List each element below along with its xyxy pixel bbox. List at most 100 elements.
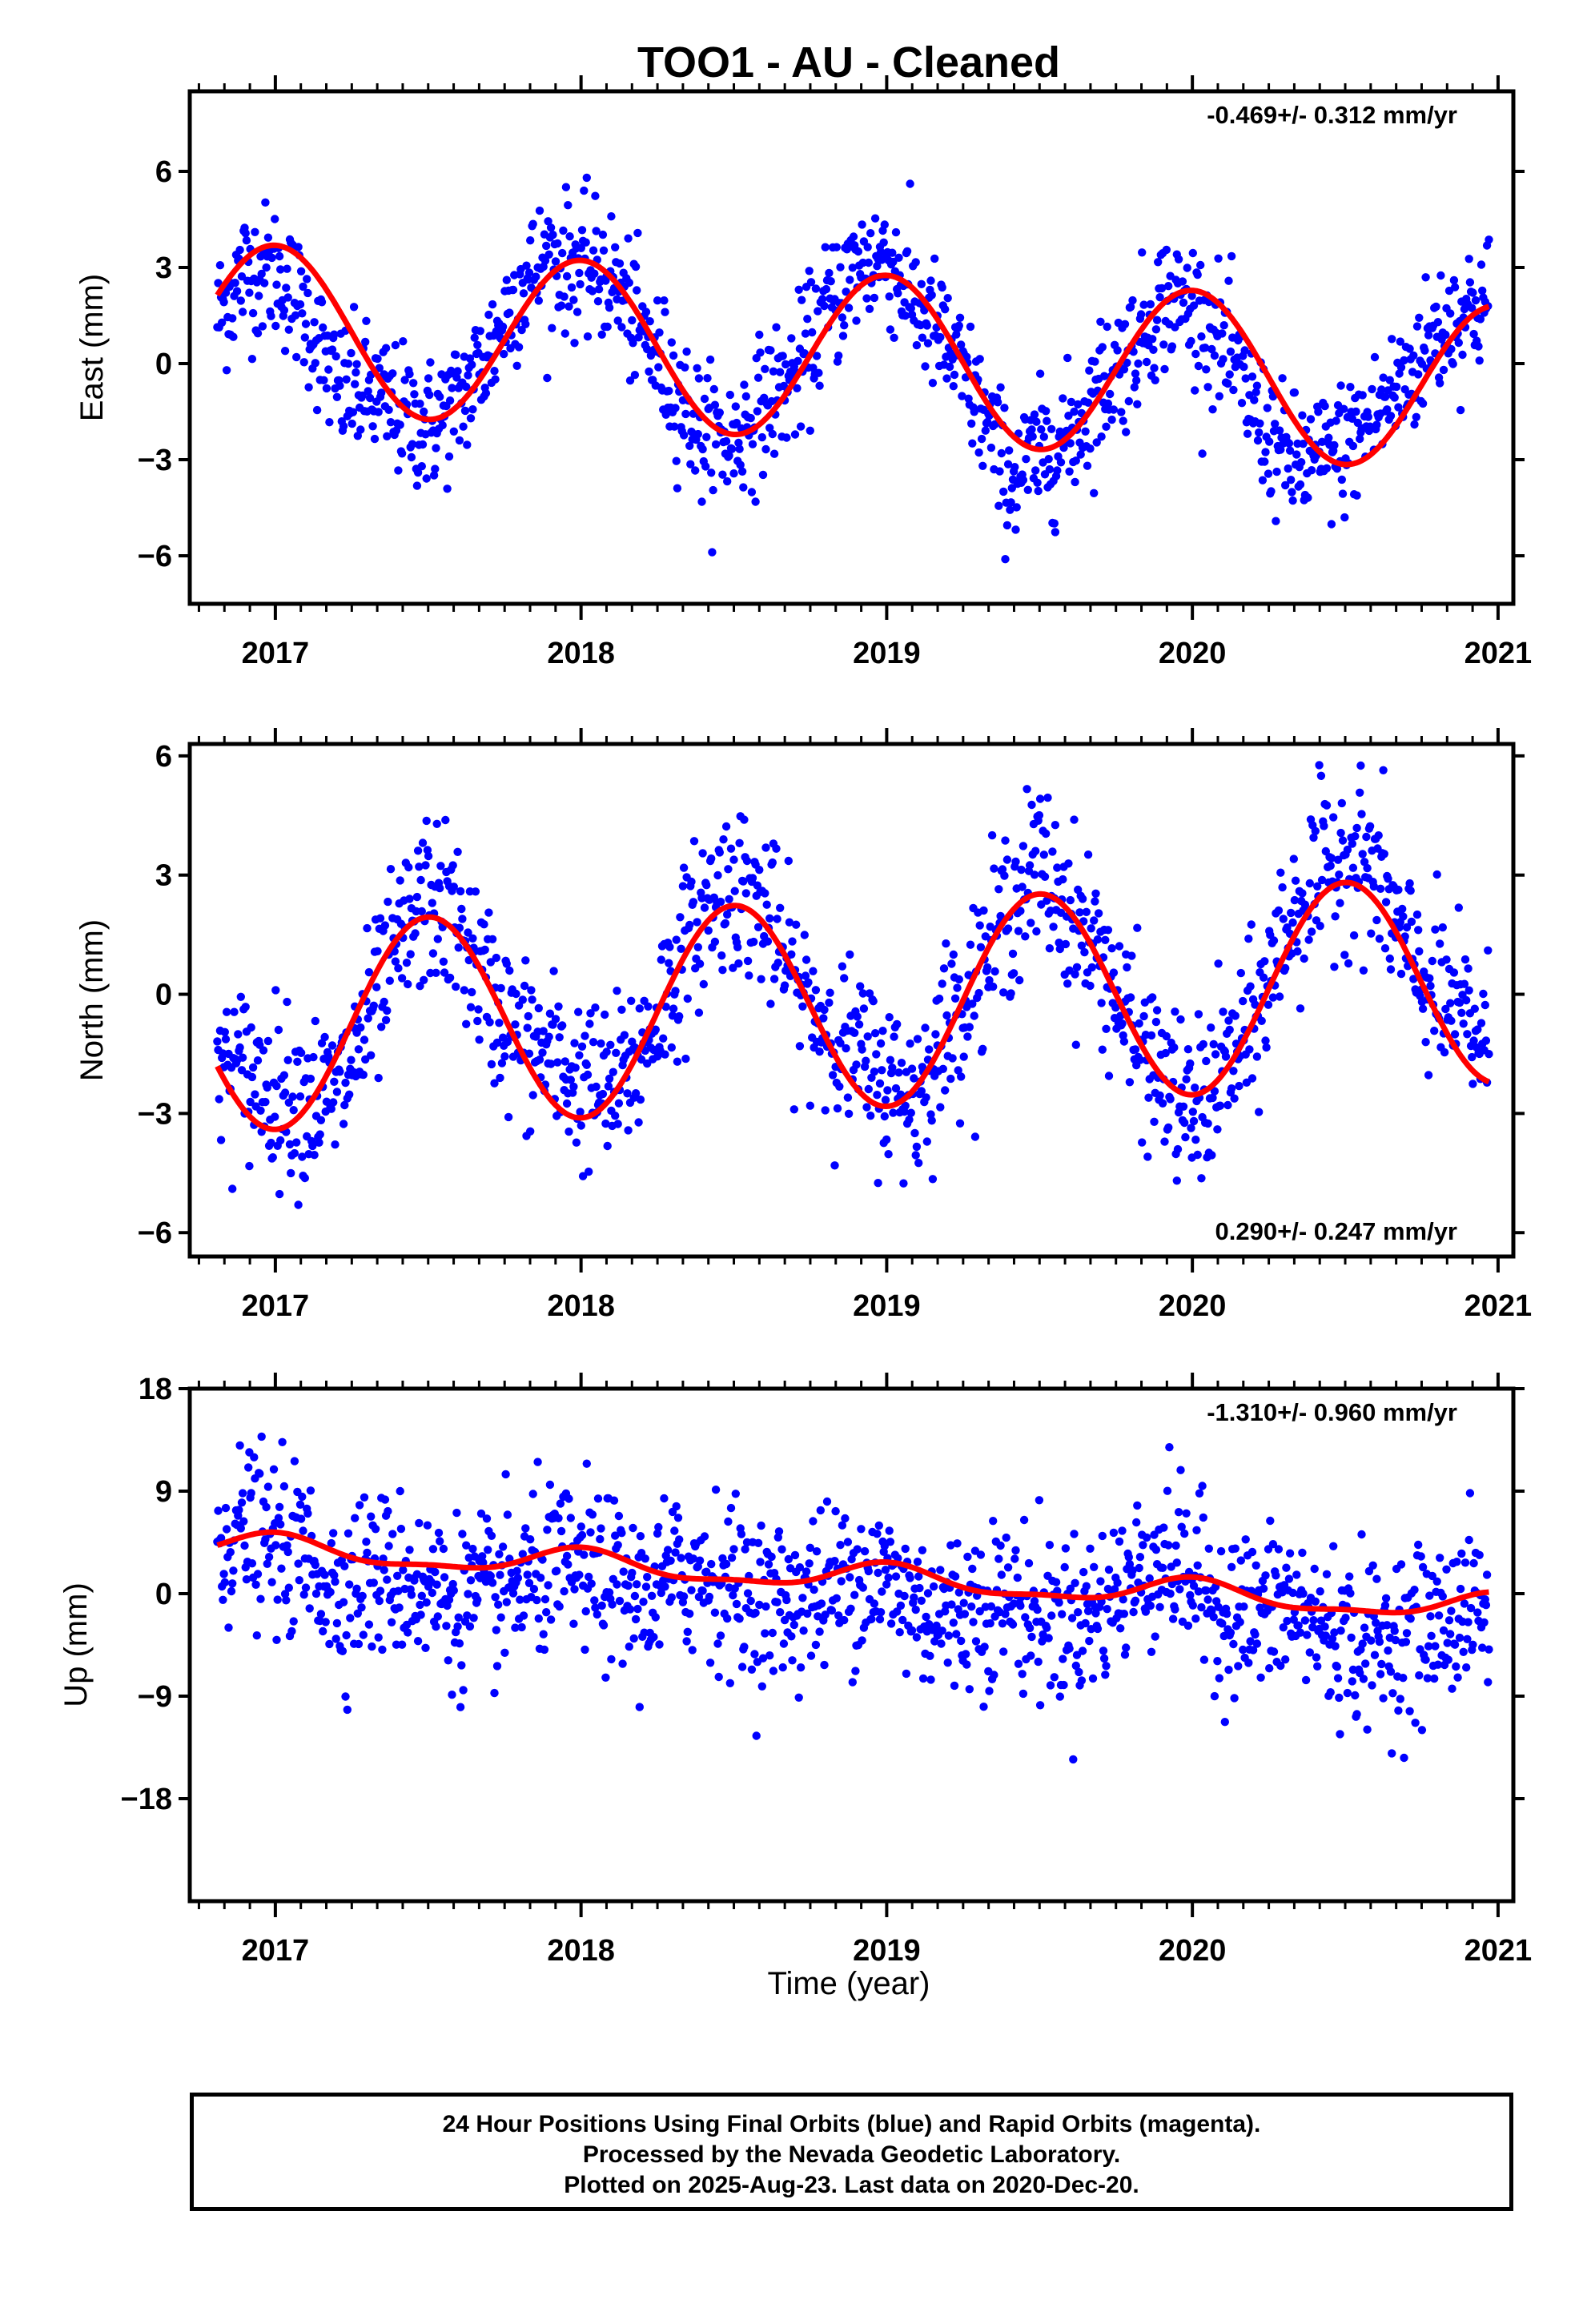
- data-point: [577, 1522, 585, 1531]
- data-point: [683, 994, 692, 1003]
- data-point: [474, 1005, 483, 1014]
- data-point: [399, 1566, 408, 1574]
- data-point: [329, 1529, 338, 1538]
- data-point: [416, 875, 425, 885]
- data-point: [1099, 1647, 1108, 1655]
- data-point: [564, 201, 573, 210]
- data-point: [1281, 963, 1290, 973]
- data-point: [1287, 476, 1296, 485]
- data-point: [375, 364, 384, 372]
- data-point: [433, 1612, 442, 1621]
- data-point: [1087, 963, 1097, 972]
- data-point: [872, 1050, 881, 1059]
- data-point: [911, 1151, 920, 1160]
- data-point: [1432, 1577, 1441, 1586]
- data-point: [922, 1137, 932, 1146]
- data-point: [1083, 398, 1093, 407]
- data-point: [463, 440, 472, 449]
- data-point: [846, 1573, 854, 1582]
- data-point: [1256, 1673, 1265, 1682]
- data-point: [929, 1582, 938, 1591]
- data-point: [275, 1189, 284, 1199]
- data-point: [529, 1585, 539, 1594]
- data-point: [1320, 401, 1329, 411]
- data-point: [886, 1538, 895, 1546]
- data-point: [849, 232, 858, 241]
- data-point: [544, 1581, 552, 1590]
- data-point: [1197, 1602, 1206, 1612]
- data-point: [241, 1003, 250, 1011]
- data-point: [608, 1600, 617, 1609]
- data-point: [1154, 258, 1163, 267]
- data-point: [423, 1521, 432, 1530]
- data-point: [833, 1104, 842, 1113]
- data-point: [1333, 1674, 1343, 1683]
- data-point: [986, 1618, 994, 1628]
- data-point: [1244, 1659, 1253, 1667]
- data-point: [1306, 415, 1316, 424]
- data-point: [268, 1153, 277, 1162]
- data-point: [386, 418, 396, 427]
- data-point: [440, 968, 449, 977]
- data-point: [1134, 359, 1143, 368]
- data-point: [564, 302, 573, 311]
- data-point: [702, 432, 711, 441]
- data-point: [289, 1617, 298, 1626]
- data-point: [1087, 924, 1095, 933]
- data-point: [459, 1686, 468, 1695]
- data-point: [702, 1567, 711, 1576]
- data-point: [466, 1003, 476, 1011]
- data-point: [560, 292, 569, 301]
- data-point: [237, 1498, 247, 1507]
- data-point: [369, 1578, 378, 1587]
- data-point: [838, 1521, 847, 1530]
- data-point: [1197, 1174, 1206, 1183]
- data-point: [539, 1630, 548, 1638]
- data-point: [954, 321, 964, 330]
- data-point: [454, 943, 463, 952]
- data-point: [1150, 1117, 1159, 1127]
- data-point: [809, 967, 818, 975]
- data-point: [946, 1074, 955, 1084]
- data-point: [697, 497, 706, 506]
- data-point: [397, 974, 407, 983]
- data-point: [251, 1090, 259, 1099]
- data-point: [581, 238, 590, 247]
- data-point: [787, 950, 796, 959]
- data-point: [1380, 944, 1390, 953]
- data-point: [364, 1620, 374, 1629]
- north-panel: 630−3−6 2017 2018 2019 2020 2021 0.290+/- 0.…: [74, 728, 1532, 1323]
- data-point: [960, 1610, 970, 1618]
- data-point: [236, 992, 245, 1002]
- data-point: [327, 1041, 337, 1050]
- data-point: [356, 425, 365, 434]
- data-point: [1186, 1590, 1195, 1600]
- data-point: [251, 227, 259, 236]
- data-point: [883, 1086, 892, 1095]
- data-point: [1396, 337, 1405, 346]
- data-point: [1265, 1664, 1274, 1673]
- data-point: [1370, 1651, 1380, 1659]
- data-point: [757, 975, 765, 983]
- data-point: [612, 1048, 621, 1058]
- data-point: [773, 959, 782, 967]
- data-point: [1293, 947, 1302, 956]
- data-point: [617, 323, 626, 332]
- data-point: [977, 434, 986, 444]
- data-point: [1195, 1489, 1204, 1498]
- data-point: [1055, 939, 1063, 947]
- data-point: [500, 1052, 509, 1061]
- data-point: [301, 1583, 311, 1592]
- data-point: [657, 1588, 665, 1598]
- data-point: [1276, 445, 1285, 454]
- data-point: [1346, 1589, 1355, 1598]
- data-point: [1016, 907, 1025, 915]
- data-point: [227, 1586, 236, 1596]
- data-point: [766, 999, 775, 1008]
- east-panel: 630−3−6 2017 2018 2019 2020 2021 -0.469+/- 0…: [74, 75, 1532, 670]
- data-point: [750, 1650, 759, 1659]
- data-point: [388, 369, 397, 378]
- data-point: [946, 1541, 955, 1550]
- data-point: [539, 1027, 548, 1035]
- data-point: [1046, 1681, 1055, 1690]
